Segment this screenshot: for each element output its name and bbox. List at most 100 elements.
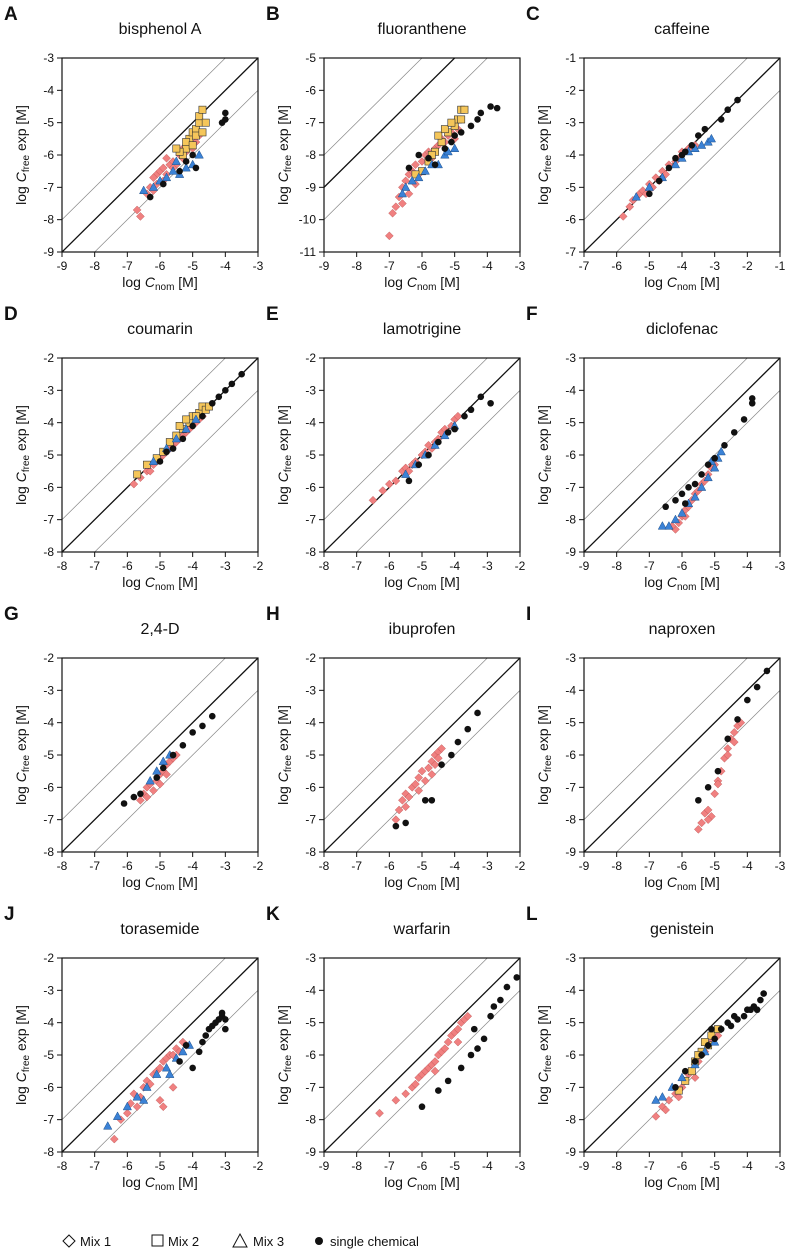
guide-lines [324,958,520,1152]
y-tick-label: -5 [43,748,54,762]
y-tick-label: -5 [305,51,316,65]
series-mix-1 [391,744,446,824]
data-point-mix1 [713,779,723,789]
lower-guide-line [356,989,520,1152]
x-tick-label: -4 [742,559,753,573]
panel-letter: H [266,604,280,625]
y-tick-label: -8 [565,513,576,527]
y-tick-label: -4 [305,716,316,730]
y-tick-label: -11 [300,245,317,259]
y-tick-label: -4 [43,416,54,430]
data-point-mix1 [136,212,145,221]
data-point-mix1 [129,479,139,489]
identity-line [62,58,258,252]
data-point-mix1 [414,786,424,795]
data-point-mix1 [404,792,414,802]
data-point-mix1 [401,802,410,812]
data-point-mix3 [142,1082,152,1091]
lower-guide-line [94,89,258,252]
data-point-single [415,461,423,469]
y-tick-label: -7 [305,116,316,130]
y-tick-label: -6 [565,213,576,227]
data-point-mix3 [122,1101,132,1111]
data-point-single [695,796,702,804]
data-point-mix1 [618,212,628,221]
data-point-mix3 [420,166,430,175]
data-point-mix1 [401,1089,410,1099]
data-point-single [704,1042,712,1049]
data-point-single [457,1064,465,1072]
data-point-mix1 [440,1044,450,1053]
panel-letter: B [266,4,280,25]
x-tick-label: -3 [220,559,231,573]
x-tick-label: -8 [351,259,362,273]
data-point-mix3 [145,775,155,785]
y-tick-label: -9 [305,180,316,194]
data-point-single [470,1025,478,1033]
data-point-single [474,709,481,717]
legend-item-mix1: Mix 1 [62,1234,111,1249]
y-tick-label: -9 [43,245,54,259]
data-point-mix1 [453,1037,463,1047]
upper-guide-line [62,658,226,821]
chart-title: 2,4-D [140,621,179,638]
data-point-single [487,103,494,110]
y-axis-label: log Cfree exp [M] [275,1005,294,1105]
data-point-single [734,716,741,723]
data-point-single [685,484,692,491]
data-point-single [169,751,177,759]
data-point-mix1 [651,1112,661,1121]
data-point-single [208,712,216,720]
data-point-single [734,96,741,104]
data-point-single [218,119,226,126]
x-tick-label: -6 [122,559,133,573]
panel-letter: K [266,904,280,925]
data-point-mix1 [694,825,703,834]
data-point-mix1 [703,815,713,824]
legend-mix2-marker [151,1234,164,1247]
identity-line [324,958,520,1152]
data-point-single [405,477,413,485]
y-axis-label: log Cfree exp [M] [13,105,32,205]
data-point-mix2 [460,105,469,114]
data-point-mix1 [430,1057,440,1066]
data-point-mix1 [414,773,424,782]
legend-item-single: single chemical [315,1234,419,1249]
data-point-single [120,800,128,807]
y-tick-label: -3 [43,983,54,997]
identity-line [584,658,780,852]
y-tick-label: -6 [305,1048,316,1062]
data-point-single [704,461,712,469]
data-point-single [448,751,455,759]
data-point-single [405,164,413,172]
data-point-single [681,148,689,156]
data-point-single [189,1064,196,1072]
data-point-single [146,193,154,201]
data-point-single [163,448,170,456]
data-point-mix1 [703,805,713,815]
y-axis-label: log Cfree exp [M] [275,705,294,805]
data-point-mix2 [198,105,207,114]
data-point-single [711,454,718,462]
y-tick-label: -4 [305,416,316,430]
chart-title: torasemide [120,921,199,938]
y-tick-label: -8 [305,845,316,859]
y-tick-label: -2 [43,651,54,665]
data-point-mix3 [401,182,411,191]
data-point-single [672,1084,679,1091]
data-point-mix3 [194,149,204,159]
data-point-mix1 [664,1095,674,1105]
x-tick-label: -6 [384,559,395,573]
data-point-single [454,738,462,746]
data-point-mix1 [697,818,706,828]
data-point-mix3 [181,424,191,433]
lower-guide-line [94,989,258,1152]
y-axis-label: log Cfree exp [M] [535,705,554,805]
y-tick-label: -6 [565,448,576,462]
data-point-mix2 [434,131,443,140]
x-tick-label: -9 [57,259,68,273]
